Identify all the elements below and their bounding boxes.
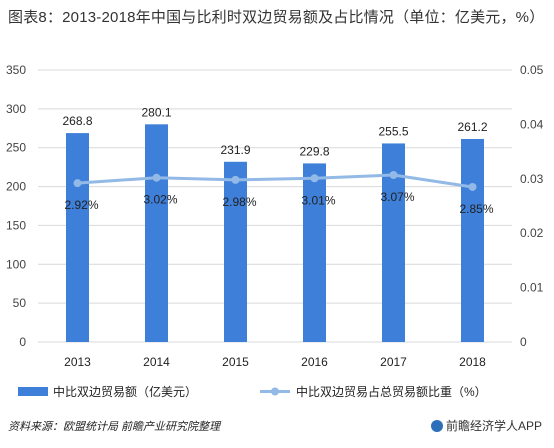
y-left-tick-label: 200 [6, 180, 26, 194]
y-left-tick-label: 300 [6, 102, 26, 116]
x-tick-label: 2014 [143, 355, 170, 369]
bar-value-label: 261.2 [457, 120, 487, 134]
grid-lines [38, 69, 512, 343]
y-left-tick-label: 0 [19, 335, 26, 349]
line-value-label: 3.07% [380, 190, 414, 204]
line-value-label: 3.01% [301, 193, 335, 207]
legend: 中比双边贸易额（亿美元） 中比双边贸易占总贸易额比重（%） [18, 384, 487, 399]
y-right-tick-label: 0 [520, 335, 527, 349]
y-axis-right: 0 0.01 0.02 0.03 0.04 0.05 [520, 63, 544, 349]
line-value-label: 2.85% [459, 202, 493, 216]
y-left-tick-label: 150 [6, 218, 26, 232]
y-right-tick-label: 0.05 [520, 63, 544, 77]
chart-title: 图表8：2013-2018年中国与比利时双边贸易额及占比情况（单位：亿美元，%） [8, 9, 545, 26]
line-point [73, 179, 82, 188]
y-right-tick-label: 0.03 [520, 172, 544, 186]
brand-text: 前瞻经济学人APP [445, 419, 542, 433]
y-left-tick-label: 350 [6, 63, 26, 77]
x-tick-label: 2018 [459, 355, 486, 369]
legend-bar-swatch [18, 387, 48, 396]
bar [145, 124, 168, 342]
bar [303, 163, 326, 342]
legend-line-marker [271, 387, 279, 396]
bar-value-label: 255.5 [378, 124, 408, 138]
y-left-tick-label: 100 [6, 257, 26, 271]
bar [382, 143, 405, 342]
line-point [310, 174, 319, 183]
bar-value-labels: 268.8 280.1 231.9 229.8 255.5 261.2 [62, 105, 487, 158]
y-right-tick-label: 0.04 [520, 117, 544, 131]
bar [224, 161, 247, 342]
x-tick-label: 2015 [222, 355, 249, 369]
y-left-tick-label: 50 [13, 296, 27, 310]
bar [461, 139, 484, 342]
x-tick-label: 2017 [380, 355, 407, 369]
line-point [389, 170, 398, 179]
brand-icon [430, 420, 443, 432]
bar-value-label: 268.8 [62, 114, 92, 128]
y-left-tick-label: 250 [6, 141, 26, 155]
bar-series [66, 124, 484, 342]
line-value-labels: 2.92% 3.02% 2.98% 3.01% 3.07% 2.85% [64, 190, 493, 216]
line-value-label: 2.92% [64, 198, 98, 212]
line-value-label: 2.98% [222, 195, 256, 209]
x-tick-label: 2016 [301, 355, 328, 369]
line-value-label: 3.02% [143, 193, 177, 207]
bar-value-label: 231.9 [220, 143, 250, 157]
legend-line-label: 中比双边贸易占总贸易额比重（%） [296, 384, 487, 399]
bar [66, 133, 89, 342]
line-point [152, 173, 161, 182]
line-point [468, 182, 477, 191]
legend-bar-label: 中比双边贸易额（亿美元） [53, 384, 197, 399]
line-point [231, 175, 240, 184]
line-series [73, 170, 477, 191]
x-tick-label: 2013 [64, 355, 91, 369]
series-line [77, 173, 473, 189]
y-right-tick-label: 0.01 [520, 281, 544, 295]
bar-value-label: 229.8 [299, 144, 329, 158]
x-axis: 2013 2014 2015 2016 2017 2018 [64, 355, 486, 369]
brand-logo: 前瞻经济学人APP [430, 417, 542, 434]
source-note: 资料来源：欧盟统计局 前瞻产业研究院整理 [8, 421, 221, 433]
y-right-tick-label: 0.02 [520, 226, 544, 240]
bar-value-label: 280.1 [141, 105, 171, 119]
y-axis-left: 0 50 100 150 200 250 300 350 [6, 63, 26, 349]
